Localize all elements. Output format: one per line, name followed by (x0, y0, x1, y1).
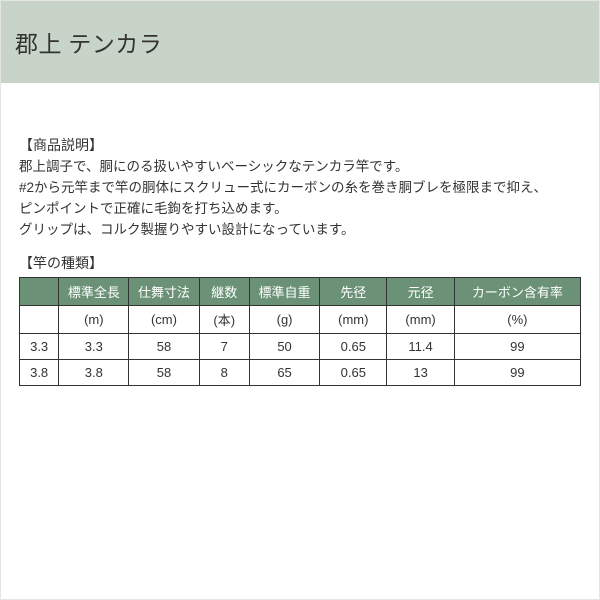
content-area: 【商品説明】 郡上調子で、胴にのる扱いやすいベーシックなテンカラ竿です。 #2か… (1, 83, 599, 386)
cell: 99 (454, 333, 580, 359)
product-title: 郡上 テンカラ (15, 25, 162, 59)
col-header: 標準全長 (59, 277, 129, 305)
cell: 50 (250, 333, 320, 359)
description-line: 郡上調子で、胴にのる扱いやすいベーシックなテンカラ竿です。 (19, 157, 581, 178)
col-header: 標準自重 (250, 277, 320, 305)
description-line: #2から元竿まで竿の胴体にスクリュー式にカーボンの糸を巻き胴ブレを極限まで抑え、 (19, 178, 581, 199)
col-header: 元径 (387, 277, 454, 305)
unit-cell: (mm) (320, 305, 387, 333)
table-units-row: (m) (cm) (本) (g) (mm) (mm) (%) (20, 305, 581, 333)
cell: 3.8 (20, 359, 59, 385)
description-line: ピンポイントで正確に毛鉤を打ち込めます。 (19, 199, 581, 220)
cell: 65 (250, 359, 320, 385)
col-header: 先径 (320, 277, 387, 305)
cell: 99 (454, 359, 580, 385)
table-row: 3.8 3.8 58 8 65 0.65 13 99 (20, 359, 581, 385)
specs-heading: 【竿の種類】 (19, 253, 581, 273)
col-header: 仕舞寸法 (129, 277, 199, 305)
cell: 13 (387, 359, 454, 385)
cell: 11.4 (387, 333, 454, 359)
title-band: 郡上 テンカラ (1, 1, 599, 83)
unit-cell: (g) (250, 305, 320, 333)
cell: 3.3 (59, 333, 129, 359)
cell: 0.65 (320, 333, 387, 359)
unit-cell (20, 305, 59, 333)
cell: 8 (199, 359, 249, 385)
cell: 7 (199, 333, 249, 359)
unit-cell: (cm) (129, 305, 199, 333)
col-header: 継数 (199, 277, 249, 305)
cell: 3.8 (59, 359, 129, 385)
unit-cell: (%) (454, 305, 580, 333)
unit-cell: (m) (59, 305, 129, 333)
col-header: カーボン含有率 (454, 277, 580, 305)
specs-table: 標準全長 仕舞寸法 継数 標準自重 先径 元径 カーボン含有率 (m) (cm)… (19, 277, 581, 386)
col-header (20, 277, 59, 305)
unit-cell: (mm) (387, 305, 454, 333)
cell: 58 (129, 359, 199, 385)
table-header-row: 標準全長 仕舞寸法 継数 標準自重 先径 元径 カーボン含有率 (20, 277, 581, 305)
unit-cell: (本) (199, 305, 249, 333)
table-row: 3.3 3.3 58 7 50 0.65 11.4 99 (20, 333, 581, 359)
cell: 3.3 (20, 333, 59, 359)
description-heading: 【商品説明】 (19, 135, 581, 155)
cell: 0.65 (320, 359, 387, 385)
description-line: グリップは、コルク製握りやすい設計になっています。 (19, 220, 581, 241)
cell: 58 (129, 333, 199, 359)
